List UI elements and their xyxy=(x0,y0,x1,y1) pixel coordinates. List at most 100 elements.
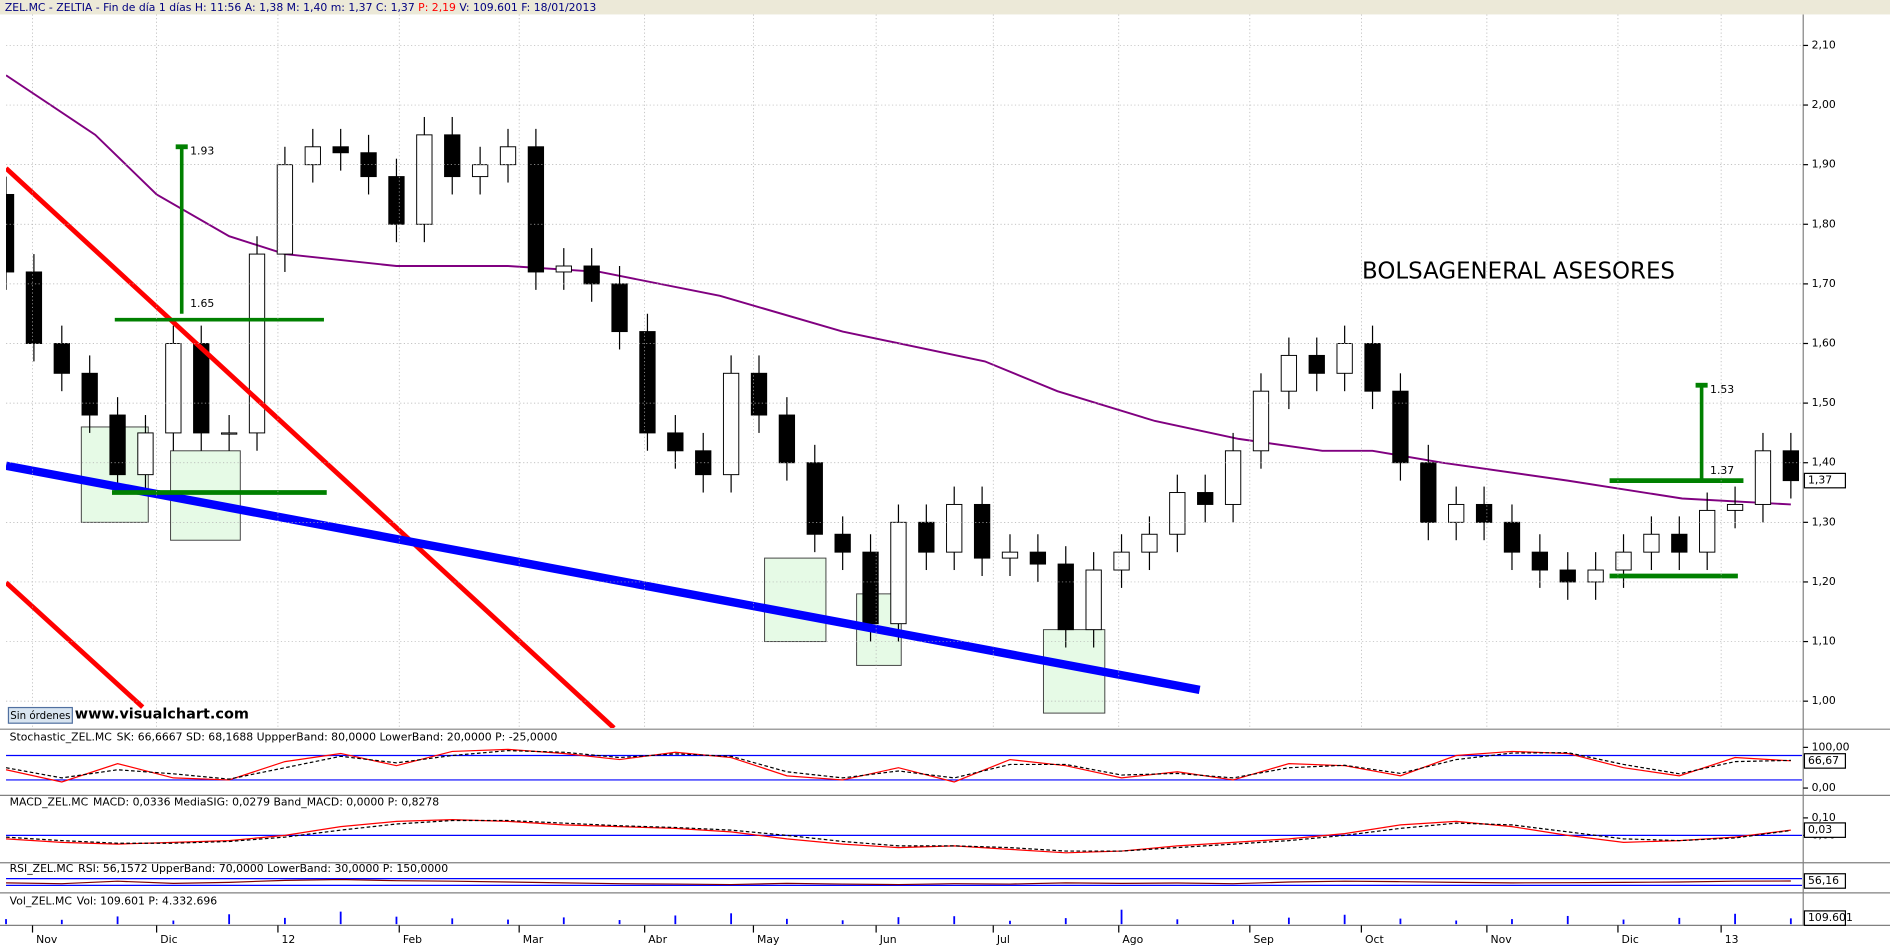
candle-body xyxy=(973,503,991,559)
y-tick-label: 1,90 xyxy=(1812,158,1836,171)
x-tick-label: Dic xyxy=(1622,933,1639,946)
last-value-label: 56,16 xyxy=(1808,874,1839,887)
candle-body xyxy=(1699,509,1716,553)
indicator-line xyxy=(5,748,1791,783)
pattern-box xyxy=(764,557,827,643)
y-tick-label: 1,50 xyxy=(1812,396,1836,409)
candle-body xyxy=(1503,521,1521,553)
candle-body xyxy=(555,265,572,273)
target-label: 1.93 xyxy=(190,145,214,158)
candle-body xyxy=(137,432,154,476)
x-tick-label: 12 xyxy=(282,933,296,946)
candle-body xyxy=(193,343,210,434)
candle-body xyxy=(165,343,182,434)
x-tick-label: Ago xyxy=(1122,933,1143,946)
candle-body xyxy=(862,551,879,625)
candle-body xyxy=(1448,503,1465,523)
last-value-label: 109.601 xyxy=(1808,911,1853,924)
last-value-box: 109.601 xyxy=(1803,910,1853,926)
target-label: 1.37 xyxy=(1710,464,1734,477)
panel-title: RSI_ZEL.MC xyxy=(10,862,74,875)
candle-body xyxy=(722,372,740,476)
header-fields: H: 11:56 A: 1,38 M: 1,40 m: 1,37 C: 1,37 xyxy=(195,1,415,14)
x-tick-label: Mar xyxy=(523,933,544,946)
button-frame[interactable] xyxy=(7,706,73,724)
candle-body xyxy=(611,283,628,333)
candle-body xyxy=(1392,390,1409,464)
candle-body xyxy=(304,146,321,166)
indicator-line xyxy=(5,750,1791,780)
panel-header: Stochastic_ZEL.MC SK: 66,6667 SD: 68,1688… xyxy=(10,731,558,744)
y-tick-label: 1,70 xyxy=(1812,277,1836,290)
x-tick-label: May xyxy=(757,933,780,946)
candle-body xyxy=(332,146,349,154)
candle-body xyxy=(25,271,43,344)
candle-body xyxy=(667,432,684,452)
y-tick-label: 2,10 xyxy=(1812,38,1836,51)
candle-body xyxy=(444,134,461,178)
indicator-line xyxy=(6,878,1791,886)
header-change: P: 2,19 xyxy=(418,1,456,14)
last-value-label: 66,67 xyxy=(1808,754,1839,767)
panel-params: SK: 66,6667 SD: 68,1688 UppperBand: 80,0… xyxy=(117,731,558,744)
candle-body xyxy=(471,164,489,178)
panel-header: Vol_ZEL.MC Vol: 109.601 P: 4.332.696 xyxy=(10,894,218,907)
candle-body xyxy=(1336,343,1353,374)
header-extra: V: 109.601 F: 18/01/2013 xyxy=(459,1,596,14)
chart-layer: Nov Dic 12 Feb Mar Abr May Jun Jul Ago Sep Oct Nov Di… xyxy=(5,14,1853,946)
panel-header: RSI_ZEL.MC RSI: 56,1572 UpperBand: 70,000… xyxy=(10,862,449,875)
candle-body xyxy=(388,176,405,225)
annotation: BOLSAGENERAL ASESORES xyxy=(1362,258,1675,284)
candle-body xyxy=(1113,551,1130,571)
candle-body xyxy=(1782,450,1800,482)
last-value-frame xyxy=(1803,873,1847,889)
panel-title: Stochastic_ZEL.MC xyxy=(10,731,112,744)
moving-average xyxy=(6,74,1791,506)
candle-body xyxy=(1001,551,1019,559)
y-tick-label: 100,00 xyxy=(1812,740,1850,753)
candle-body xyxy=(639,331,656,434)
candle-body xyxy=(806,462,823,535)
y-tick-label: 0,00 xyxy=(1812,781,1836,794)
last-value-frame xyxy=(1803,910,1847,926)
button-label[interactable]: Sin órdenes xyxy=(10,710,70,722)
candle-body xyxy=(276,164,294,255)
candle-body xyxy=(6,193,15,273)
candle-body xyxy=(1754,450,1772,505)
candle-body xyxy=(1587,569,1604,583)
candle-body xyxy=(527,146,545,273)
candle-body xyxy=(1559,569,1576,583)
candle-body xyxy=(220,432,238,435)
x-tick-label: Nov xyxy=(36,933,58,946)
candle-body xyxy=(583,265,600,285)
panel-title: Vol_ZEL.MC xyxy=(10,894,72,907)
candle-body xyxy=(1280,354,1298,392)
candle-body xyxy=(695,450,712,476)
last-value-box: 0,03 xyxy=(1803,822,1847,838)
candle-body xyxy=(1615,551,1632,571)
candle-body xyxy=(1671,533,1688,553)
panel-title: MACD_ZEL.MC xyxy=(10,796,89,809)
orders-button[interactable]: Sin órdenes xyxy=(7,706,73,724)
last-value-frame xyxy=(1803,472,1847,489)
candle-body xyxy=(1364,343,1381,392)
target-cap xyxy=(175,144,188,150)
target-label: 1.65 xyxy=(190,297,214,310)
panel-header: MACD_ZEL.MC MACD: 0,0336 MediaSIG: 0,0279… xyxy=(10,796,440,809)
trend-line xyxy=(6,461,1201,694)
candle-body xyxy=(1029,551,1047,565)
watermark: www.visualchart.com xyxy=(75,707,249,723)
y-tick-label: 0,10 xyxy=(1812,811,1836,824)
last-value-label: 0,03 xyxy=(1808,823,1832,836)
last-value-frame xyxy=(1803,753,1847,769)
candle-body xyxy=(1420,462,1437,523)
x-tick-label: Feb xyxy=(403,933,422,946)
candle-body xyxy=(499,146,517,166)
candle-body xyxy=(750,372,768,416)
candle-body xyxy=(1475,503,1493,523)
candle-body xyxy=(1057,563,1074,631)
y-tick-label: 1,60 xyxy=(1812,337,1836,350)
panel-params: Vol: 109.601 P: 4.332.696 xyxy=(77,894,217,907)
last-value-box: 56,16 xyxy=(1803,873,1847,889)
